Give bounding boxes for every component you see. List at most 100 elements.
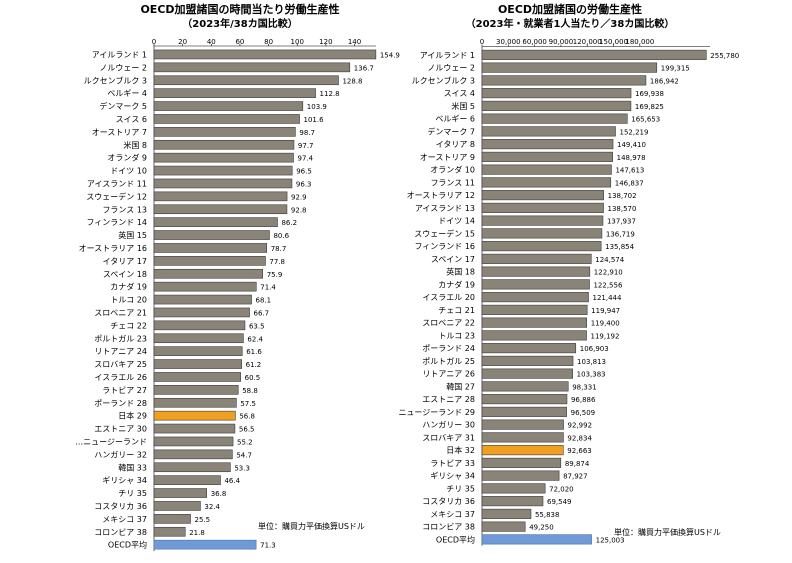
x-tick-label: 150,000: [599, 38, 628, 46]
category-label: フィンランド 16: [414, 242, 475, 251]
value-label: 32.4: [204, 503, 220, 511]
bar: [153, 462, 231, 473]
category-label: コスタリカ 36: [94, 502, 147, 511]
japan-bar: [153, 410, 236, 421]
value-label: 122,910: [594, 269, 623, 277]
value-label: 87,927: [563, 473, 588, 481]
bar: [481, 62, 658, 73]
bar: [153, 256, 266, 266]
bar: [153, 526, 186, 537]
value-label: 55.2: [237, 438, 253, 446]
category-label: イタリア 17: [103, 257, 147, 266]
bar: [481, 126, 616, 137]
x-tick-label: 180,000: [625, 38, 654, 46]
value-label: 96.5: [296, 168, 312, 176]
value-label: 165,653: [631, 116, 660, 124]
category-label: ノルウェー 2: [427, 64, 475, 73]
bar: [481, 508, 532, 519]
category-label: スイス 4: [444, 89, 475, 98]
category-label: スウェーデン 15: [414, 228, 475, 238]
bar: [153, 230, 270, 240]
bar: [153, 139, 295, 150]
category-label: アイスランド 13: [415, 204, 475, 213]
bar: [481, 304, 588, 315]
bar: [153, 449, 233, 460]
value-label: 72,020: [549, 485, 574, 493]
category-label: フランス 13: [102, 205, 147, 214]
bar: [481, 202, 604, 213]
category-label: コロンビア 38: [94, 528, 147, 537]
bar: [481, 394, 568, 405]
value-label: 21.8: [189, 529, 205, 537]
bar: [481, 457, 562, 468]
bar: [153, 62, 351, 73]
value-label: 186,942: [650, 77, 679, 85]
value-label: 54.7: [236, 451, 252, 459]
category-label: リトアニア 26: [422, 370, 475, 379]
bar: [481, 432, 564, 443]
value-label: 169,825: [635, 103, 664, 111]
bar: [153, 488, 208, 498]
category-label: オーストラリア 16: [79, 244, 147, 253]
category-label: 韓国 27: [446, 381, 475, 391]
category-label: トルコ 20: [110, 296, 147, 305]
value-label: 122,556: [593, 281, 622, 289]
category-label: ドイツ 10: [110, 167, 147, 176]
bar: [153, 191, 288, 202]
value-label: 103.9: [307, 103, 327, 111]
bar: [153, 217, 278, 227]
bar: [481, 317, 588, 328]
bar: [153, 204, 288, 215]
x-tick-label: 80: [264, 38, 273, 46]
value-label: 66.7: [254, 309, 270, 317]
x-tick-label: 0: [152, 38, 156, 46]
bar: [481, 151, 613, 162]
value-label: 92,992: [568, 422, 593, 430]
value-label: 103,383: [577, 371, 606, 379]
category-label: 米国 5: [451, 101, 475, 111]
category-label: ノルウェー 2: [99, 63, 147, 72]
value-label: 77.8: [269, 258, 285, 266]
value-label: 119,400: [591, 320, 620, 328]
value-label: 36.8: [211, 490, 227, 498]
bar: [153, 114, 300, 124]
value-label: 169,938: [635, 90, 664, 98]
bar: [153, 307, 250, 318]
value-label: 136.7: [354, 64, 374, 72]
category-label: デンマーク 5: [99, 101, 147, 111]
category-label: イスラエル 20: [423, 293, 475, 302]
bar: [481, 177, 612, 188]
x-tick-label: 60,000: [522, 38, 547, 46]
value-label: 49,250: [529, 524, 554, 532]
category-label: ベルギー 6: [435, 115, 475, 124]
bar: [481, 215, 604, 226]
bar: [153, 436, 234, 447]
value-label: 199,315: [661, 65, 690, 73]
bar: [481, 406, 567, 417]
value-label: 128.8: [342, 77, 362, 85]
bar: [153, 475, 221, 485]
hourly-productivity-chart: OECD加盟諸国の時間当たり労働生産性 （2023年/38カ国比較） 単位：購買…: [75, 2, 400, 552]
category-label: …ニュージーランド: [75, 437, 147, 446]
bar: [153, 243, 268, 253]
value-label: 56.8: [239, 413, 255, 421]
bar: [481, 470, 560, 481]
bar: [481, 113, 628, 124]
average-bar: [481, 534, 592, 545]
category-label: チェコ 21: [438, 306, 475, 315]
category-label: リトアニア 24: [94, 347, 147, 356]
category-label: ギリシャ 34: [430, 472, 475, 481]
bar: [481, 368, 573, 379]
x-tick-label: 0: [480, 38, 484, 46]
x-tick-label: 40: [207, 38, 216, 46]
category-label: ルクセンブルク 3: [84, 75, 147, 85]
value-label: 112.8: [320, 90, 340, 98]
bar: [481, 266, 591, 277]
bar: [481, 49, 707, 60]
category-label: チェコ 22: [110, 321, 147, 330]
value-label: 92,834: [567, 434, 592, 442]
bar: [153, 101, 304, 111]
value-label: 103,813: [577, 358, 606, 366]
value-label: 61.6: [246, 348, 262, 356]
category-label: スロバキア 31: [422, 433, 475, 442]
